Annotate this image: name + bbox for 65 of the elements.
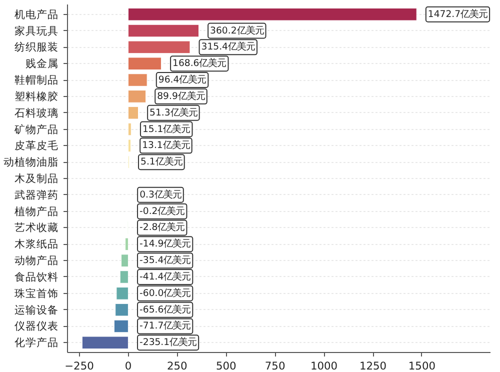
- x-tick-label: 750: [264, 360, 286, 372]
- bar: [128, 40, 190, 54]
- y-tick-label: 化学产品: [14, 336, 58, 350]
- bar: [82, 336, 128, 350]
- bar: [128, 8, 417, 21]
- data-label: 96.4亿美元: [158, 74, 206, 86]
- y-tick-label: 木浆纸品: [14, 238, 58, 251]
- y-tick-label: 仪器仪表: [14, 320, 58, 333]
- y-tick-label: 鞋帽制品: [14, 74, 58, 87]
- x-tick-label: 1500: [408, 360, 436, 372]
- x-tick-label: 250: [166, 360, 188, 372]
- x-tick-label: 1250: [359, 360, 387, 372]
- y-tick-label: 家具玩具: [14, 24, 58, 38]
- y-tick-label: 艺术收藏: [14, 221, 58, 234]
- y-tick-label: 纺织服装: [14, 40, 58, 54]
- data-label: 89.9亿美元: [157, 90, 205, 102]
- bar: [125, 238, 128, 251]
- data-label: -0.2亿美元: [140, 206, 185, 217]
- bar: [128, 139, 132, 152]
- x-tick-label: −250: [64, 360, 94, 372]
- x-tick-label: 0: [124, 360, 132, 372]
- y-tick-label: 动植物油脂: [4, 156, 58, 169]
- data-label: 51.3亿美元: [150, 107, 198, 118]
- bar: [128, 24, 199, 38]
- bar: [128, 106, 139, 120]
- data-label: 315.4亿美元: [201, 42, 255, 53]
- y-tick-label: 珠宝首饰: [14, 286, 58, 300]
- bar: [128, 122, 132, 136]
- bar: [114, 320, 128, 333]
- data-label: 0.3亿美元: [140, 189, 182, 200]
- bar: [121, 254, 128, 267]
- bar: [128, 57, 162, 70]
- bar: [128, 90, 146, 103]
- y-tick-label: 武器弹药: [14, 188, 58, 202]
- y-tick-label: 石料玻璃: [14, 106, 58, 120]
- data-label: 15.1亿美元: [142, 124, 190, 135]
- y-tick-label: 贱金属: [26, 57, 58, 70]
- data-label: -235.1亿美元: [140, 337, 197, 348]
- data-label: 168.6亿美元: [172, 58, 226, 70]
- data-label: -2.8亿美元: [140, 222, 185, 234]
- y-tick-label: 矿物产品: [14, 122, 58, 136]
- y-tick-label: 运输设备: [14, 303, 58, 316]
- data-label: -71.7亿美元: [140, 320, 191, 332]
- data-label: -65.6亿美元: [140, 304, 191, 316]
- bar: [116, 287, 128, 300]
- bar: [120, 270, 128, 284]
- data-label: -41.4亿美元: [140, 271, 191, 282]
- bar: [115, 303, 128, 316]
- x-tick-label: 1000: [310, 360, 338, 372]
- y-tick-label: 木及制品: [14, 172, 58, 185]
- data-label: 360.2亿美元: [210, 25, 264, 36]
- data-label: -35.4亿美元: [140, 255, 191, 266]
- y-tick-label: 皮革皮毛: [14, 139, 58, 152]
- y-tick-label: 食品饮料: [14, 270, 58, 284]
- data-label: -14.9亿美元: [140, 238, 191, 250]
- y-tick-label: 机电产品: [14, 8, 58, 21]
- x-tick-label: 500: [216, 360, 237, 372]
- data-label: 13.1亿美元: [142, 140, 190, 152]
- data-label: -60.0亿美元: [140, 288, 191, 299]
- data-label: 5.1亿美元: [140, 156, 182, 168]
- y-tick-label: 植物产品: [14, 204, 58, 218]
- y-tick-label: 动物产品: [14, 254, 58, 268]
- bar: [128, 74, 148, 86]
- y-tick-label: 塑料橡胶: [14, 90, 58, 103]
- data-label: 1472.7亿美元: [428, 8, 488, 20]
